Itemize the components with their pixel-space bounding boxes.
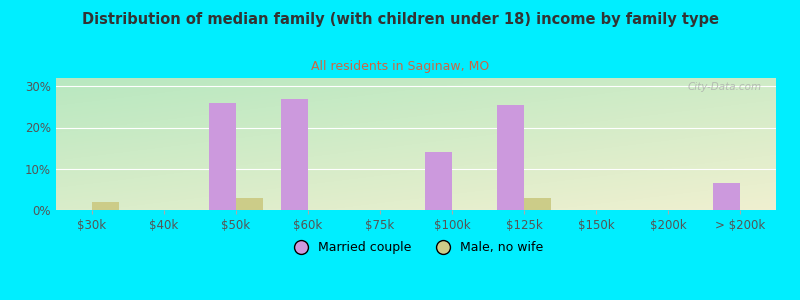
Bar: [713, 183, 740, 210]
Bar: [281, 99, 308, 210]
Legend: Married couple, Male, no wife: Married couple, Male, no wife: [283, 236, 549, 259]
Bar: [524, 198, 551, 210]
Bar: [236, 198, 263, 210]
Bar: [425, 152, 452, 210]
Text: City-Data.com: City-Data.com: [687, 82, 762, 92]
Text: All residents in Saginaw, MO: All residents in Saginaw, MO: [311, 60, 489, 73]
Bar: [209, 103, 236, 210]
Bar: [497, 105, 524, 210]
Bar: [92, 202, 119, 210]
Text: Distribution of median family (with children under 18) income by family type: Distribution of median family (with chil…: [82, 12, 718, 27]
